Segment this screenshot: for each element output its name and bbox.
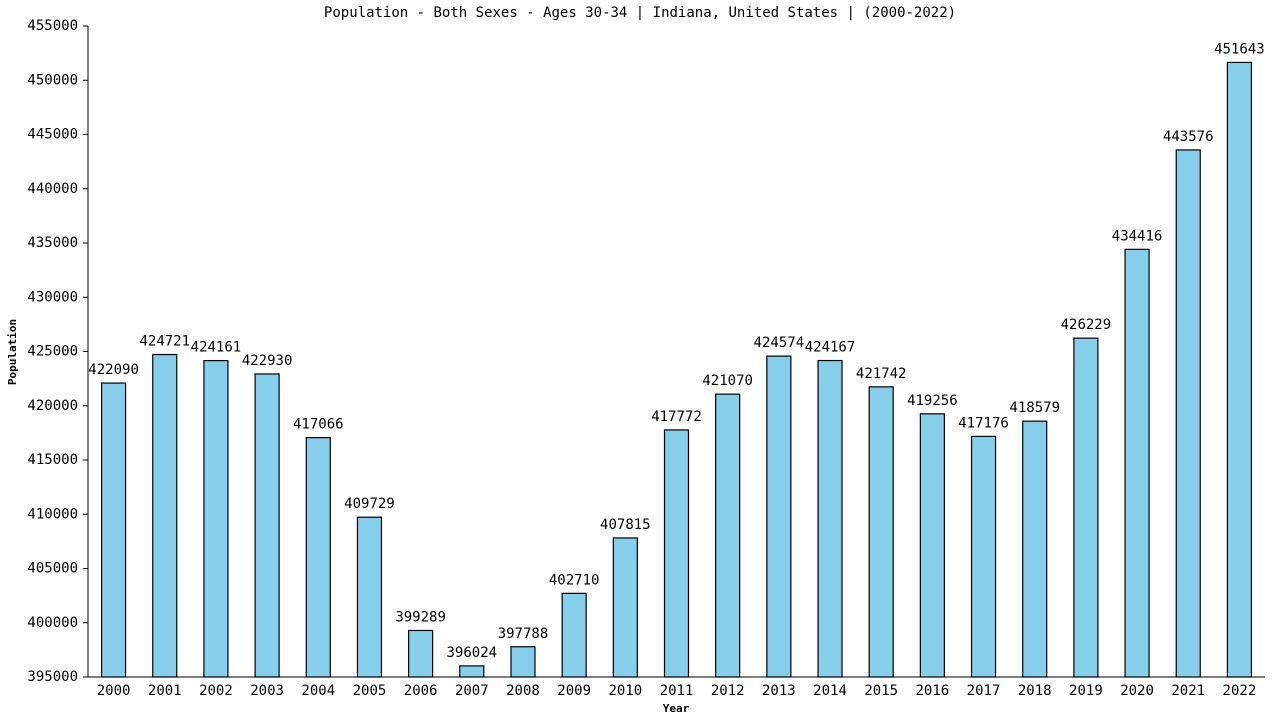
value-label: 426229: [1061, 317, 1112, 333]
x-tick-label: 2001: [148, 683, 182, 699]
bar: [510, 646, 536, 678]
bar: [561, 592, 587, 678]
x-tick-label: 2010: [608, 683, 642, 699]
y-tick-label: 445000: [27, 127, 78, 143]
x-tick-label: 2011: [660, 683, 694, 699]
x-tick-label: 2019: [1069, 683, 1103, 699]
value-label: 402710: [549, 572, 600, 588]
x-tick-label: 2007: [455, 683, 489, 699]
y-tick-label: 425000: [27, 344, 78, 360]
y-tick-label: 420000: [27, 398, 78, 414]
value-label: 443576: [1163, 129, 1214, 145]
x-tick-label: 2017: [967, 683, 1001, 699]
value-label: 417772: [651, 409, 702, 425]
bar: [1175, 149, 1201, 678]
y-tick-label: 440000: [27, 181, 78, 197]
x-tick-label: 2015: [864, 683, 898, 699]
x-tick-label: 2006: [404, 683, 438, 699]
x-tick-label: 2008: [506, 683, 540, 699]
value-label: 417176: [958, 415, 1009, 431]
value-label: 419256: [907, 393, 958, 409]
bar: [305, 436, 331, 678]
value-label: 424721: [139, 334, 190, 350]
value-label: 434416: [1112, 228, 1163, 244]
x-tick-label: 2020: [1120, 683, 1154, 699]
value-label: 396024: [447, 645, 498, 661]
y-tick-label: 450000: [27, 72, 78, 88]
y-tick-label: 435000: [27, 235, 78, 251]
value-label: 399289: [395, 609, 446, 625]
value-label: 424167: [805, 340, 856, 356]
y-tick-label: 395000: [27, 669, 78, 685]
x-tick-label: 2003: [250, 683, 284, 699]
y-tick-label: 430000: [27, 289, 78, 305]
bar: [1226, 61, 1253, 678]
value-label: 421742: [856, 366, 907, 382]
x-tick-label: 2009: [557, 683, 591, 699]
bar: [356, 516, 383, 678]
bar: [817, 359, 843, 678]
value-label: 422930: [242, 353, 293, 369]
bar: [715, 393, 741, 678]
value-label: 409729: [344, 496, 395, 512]
x-tick-label: 2018: [1018, 683, 1052, 699]
x-axis-label: Year: [663, 702, 690, 715]
bar: [663, 429, 690, 678]
x-tick-label: 2000: [97, 683, 131, 699]
value-label: 407815: [600, 517, 651, 533]
bar: [1124, 248, 1150, 678]
x-tick-label: 2021: [1171, 683, 1205, 699]
x-tick-label: 2012: [711, 683, 745, 699]
x-tick-label: 2016: [916, 683, 950, 699]
bar: [459, 665, 485, 678]
bar: [1022, 420, 1048, 678]
x-tick-label: 2014: [813, 683, 847, 699]
bar: [152, 353, 178, 678]
chart-title: Population - Both Sexes - Ages 30-34 | I…: [324, 5, 956, 21]
bar: [254, 373, 280, 678]
value-label: 422090: [88, 362, 139, 378]
x-tick-label: 2004: [301, 683, 335, 699]
value-label: 397788: [498, 626, 549, 642]
bar: [766, 355, 792, 678]
x-tick-label: 2002: [199, 683, 233, 699]
value-label: 451643: [1214, 41, 1265, 57]
y-tick-label: 400000: [27, 615, 78, 631]
bar: [868, 386, 894, 678]
y-tick-label: 410000: [27, 506, 78, 522]
value-label: 417066: [293, 417, 344, 433]
y-axis-label: Population: [6, 319, 19, 385]
bar: [970, 435, 997, 678]
value-label: 424161: [191, 340, 242, 356]
y-tick-label: 415000: [27, 452, 78, 468]
y-tick-label: 455000: [27, 18, 78, 34]
bar: [203, 360, 229, 678]
bar: [1073, 337, 1099, 678]
value-label: 424574: [754, 335, 805, 351]
value-label: 418579: [1009, 400, 1060, 416]
bar: [408, 629, 434, 678]
x-tick-label: 2022: [1223, 683, 1257, 699]
bar: [100, 382, 127, 678]
value-label: 421070: [702, 373, 753, 389]
x-tick-label: 2005: [353, 683, 387, 699]
bar: [919, 413, 945, 678]
x-tick-label: 2013: [762, 683, 796, 699]
bar: [612, 537, 638, 678]
y-tick-label: 405000: [27, 561, 78, 577]
